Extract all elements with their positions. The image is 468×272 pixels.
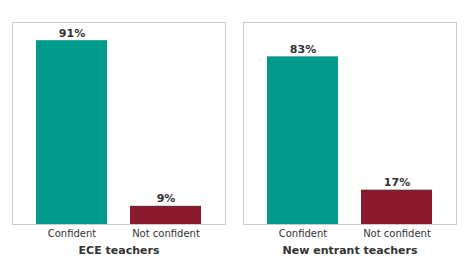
svg-text:Not confident: Not confident — [132, 228, 200, 239]
svg-text:Not confident: Not confident — [363, 228, 431, 239]
svg-text:New entrant teachers: New entrant teachers — [283, 244, 418, 257]
svg-text:Confident: Confident — [48, 228, 97, 239]
svg-text:Confident: Confident — [279, 228, 328, 239]
svg-text:91%: 91% — [59, 27, 85, 40]
svg-text:17%: 17% — [384, 176, 410, 189]
svg-text:ECE teachers: ECE teachers — [79, 244, 160, 257]
svg-text:83%: 83% — [290, 43, 316, 56]
svg-text:9%: 9% — [157, 192, 176, 205]
